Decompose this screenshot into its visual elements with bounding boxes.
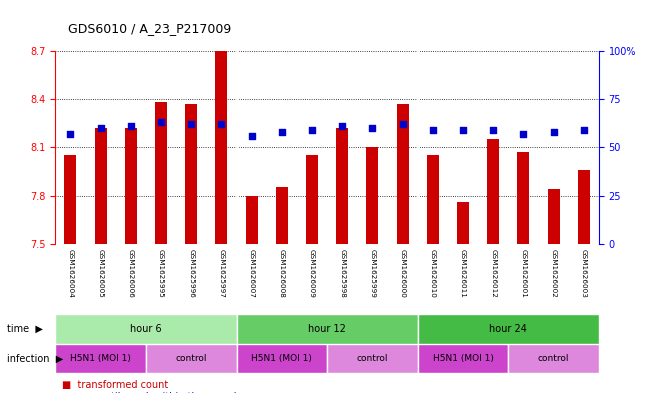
Text: infection  ▶: infection ▶: [7, 354, 62, 364]
Point: [518, 131, 529, 137]
Text: GSM1626010: GSM1626010: [430, 249, 436, 298]
Point: [186, 121, 197, 127]
Text: H5N1 (MOI 1): H5N1 (MOI 1): [70, 354, 131, 363]
Text: hour 24: hour 24: [490, 324, 527, 334]
Text: hour 6: hour 6: [130, 324, 161, 334]
Point: [126, 123, 136, 129]
Text: GSM1625996: GSM1625996: [188, 249, 194, 298]
Text: GSM1625997: GSM1625997: [219, 249, 225, 298]
Bar: [427, 155, 439, 244]
Text: GSM1626000: GSM1626000: [400, 249, 406, 298]
Bar: [55, 314, 236, 344]
Text: control: control: [176, 354, 207, 363]
Text: ■  transformed count: ■ transformed count: [62, 380, 168, 390]
Text: H5N1 (MOI 1): H5N1 (MOI 1): [432, 354, 493, 363]
Bar: [245, 196, 258, 244]
Point: [488, 127, 499, 133]
Text: H5N1 (MOI 1): H5N1 (MOI 1): [251, 354, 312, 363]
Point: [247, 133, 257, 139]
Point: [579, 127, 589, 133]
Text: GSM1626004: GSM1626004: [68, 249, 74, 298]
Point: [548, 129, 559, 135]
Text: GSM1625999: GSM1625999: [369, 249, 376, 298]
Bar: [396, 104, 409, 244]
Bar: [487, 140, 499, 244]
Bar: [518, 152, 529, 244]
Point: [65, 131, 76, 137]
Point: [156, 119, 166, 125]
Text: hour 12: hour 12: [308, 324, 346, 334]
Point: [337, 123, 348, 129]
Bar: [215, 51, 227, 244]
Point: [458, 127, 468, 133]
Text: GSM1626009: GSM1626009: [309, 249, 315, 298]
Text: GSM1626002: GSM1626002: [551, 249, 557, 298]
Text: GSM1626001: GSM1626001: [520, 249, 527, 298]
Bar: [64, 155, 76, 244]
Text: GDS6010 / A_23_P217009: GDS6010 / A_23_P217009: [68, 22, 232, 35]
Text: GSM1626006: GSM1626006: [128, 249, 134, 298]
Text: GSM1626008: GSM1626008: [279, 249, 285, 298]
Bar: [94, 128, 107, 244]
Text: time  ▶: time ▶: [7, 324, 42, 334]
Text: GSM1626005: GSM1626005: [98, 249, 104, 298]
Bar: [367, 147, 378, 244]
Point: [96, 125, 106, 131]
Text: control: control: [538, 354, 570, 363]
Bar: [236, 344, 327, 373]
Bar: [236, 314, 418, 344]
Point: [307, 127, 317, 133]
Bar: [146, 344, 236, 373]
Bar: [457, 202, 469, 244]
Bar: [336, 128, 348, 244]
Bar: [155, 103, 167, 244]
Bar: [185, 104, 197, 244]
Bar: [276, 187, 288, 244]
Bar: [578, 170, 590, 244]
Point: [216, 121, 227, 127]
Bar: [327, 344, 418, 373]
Bar: [55, 344, 146, 373]
Text: GSM1626003: GSM1626003: [581, 249, 587, 298]
Bar: [306, 155, 318, 244]
Text: GSM1626007: GSM1626007: [249, 249, 255, 298]
Bar: [418, 344, 508, 373]
Point: [277, 129, 287, 135]
Point: [428, 127, 438, 133]
Point: [367, 125, 378, 131]
Text: GSM1626011: GSM1626011: [460, 249, 466, 298]
Bar: [125, 128, 137, 244]
Text: ■  percentile rank within the sample: ■ percentile rank within the sample: [62, 392, 242, 393]
Text: control: control: [357, 354, 388, 363]
Text: GSM1625995: GSM1625995: [158, 249, 164, 298]
Bar: [547, 189, 560, 244]
Text: GSM1626012: GSM1626012: [490, 249, 496, 298]
Bar: [508, 344, 599, 373]
Bar: [418, 314, 599, 344]
Text: GSM1625998: GSM1625998: [339, 249, 345, 298]
Point: [397, 121, 408, 127]
